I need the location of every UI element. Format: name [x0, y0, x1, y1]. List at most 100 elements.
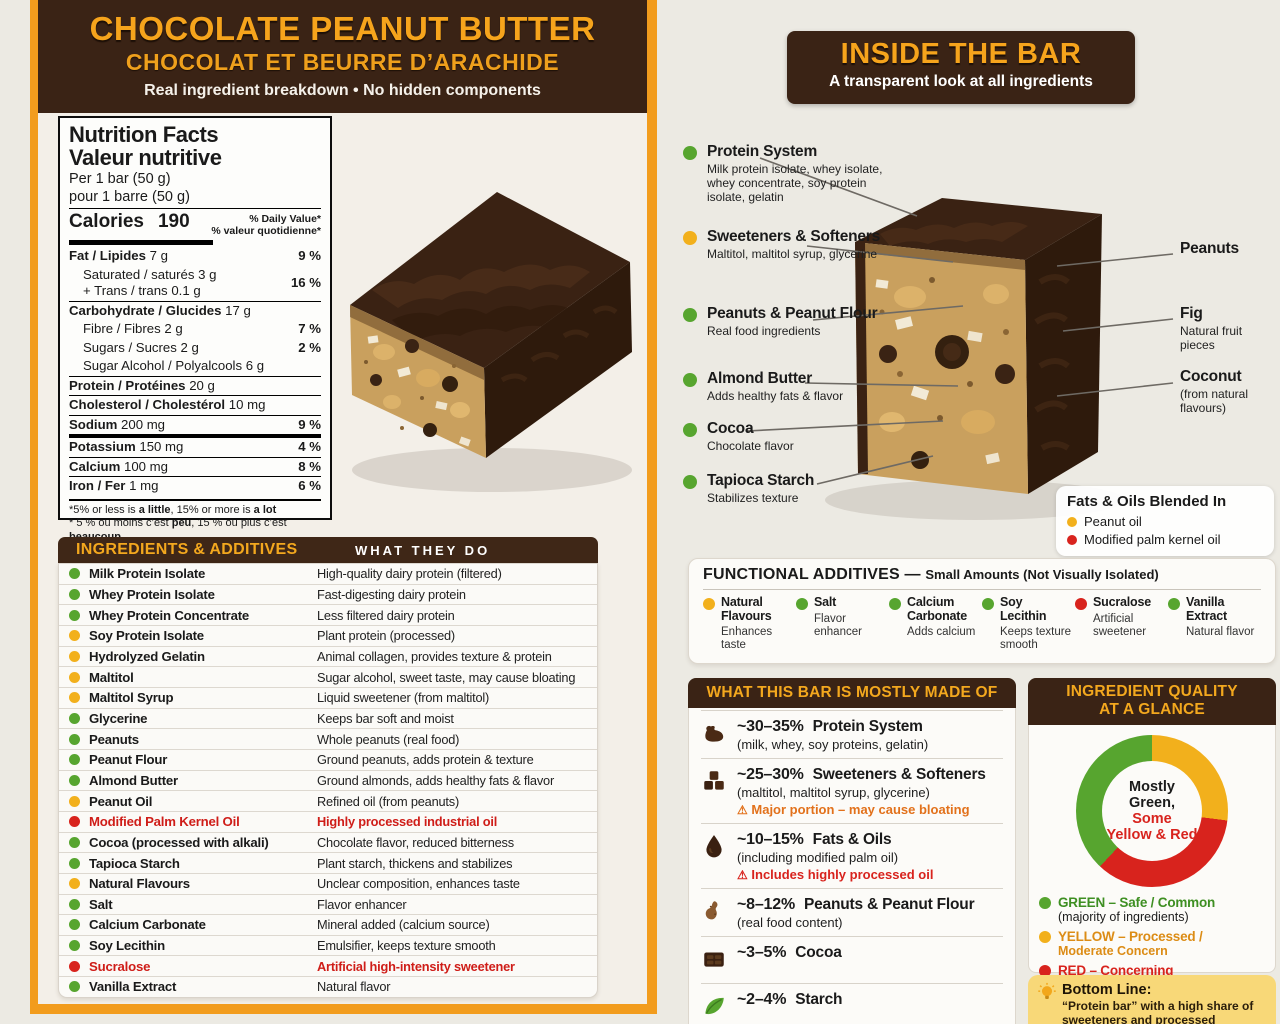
callout-description: Maltitol, maltitol syrup, glycerine [707, 247, 878, 261]
ingredient-description: Artificial high-intensity sweetener [317, 958, 515, 974]
nutrition-title-en: Nutrition Facts [69, 122, 219, 147]
callout-title: Fig [1180, 305, 1203, 322]
additive-description: Flavor enhancer [814, 613, 862, 638]
legend-dot [1039, 965, 1051, 977]
callout-description: (from natural flavours) [1180, 387, 1249, 415]
nutrient-label: Calcium 100 mg [69, 459, 168, 476]
ingredient-description: Liquid sweetener (from maltitol) [317, 690, 490, 706]
composition-percent: ~10–15% [737, 831, 804, 848]
nutrient-name: Iron / Fer [69, 478, 126, 493]
fats-oils-list: Peanut oil Modified palm kernel oil [1067, 513, 1263, 549]
oil-label: Peanut oil [1084, 514, 1142, 529]
composition-icon [701, 720, 731, 751]
nutrient-label: Fibre / Fibres 2 g [69, 321, 183, 338]
ingredient-description: Ground peanuts, adds protein & texture [317, 752, 534, 768]
ingredient-status-dot [69, 940, 80, 952]
nutrient-amount: 10 mg [228, 397, 266, 412]
additive-description: Enhances taste [721, 626, 773, 651]
daily-value-percent: 9 % [298, 416, 321, 432]
fats-oils-item: Modified palm kernel oil [1067, 531, 1263, 549]
ingredient-name: Tapioca Starch [89, 855, 180, 871]
callout-item: Peanuts [1180, 240, 1280, 257]
legend-item: YELLOW – Processed / Moderate Concern [1039, 929, 1265, 958]
callout-title: Protein System [707, 143, 818, 160]
ingredient-name: Whey Protein Isolate [89, 586, 215, 602]
composition-icon [701, 993, 731, 1024]
ingredient-status-dot [69, 836, 80, 848]
ingredient-description: Keeps bar soft and moist [317, 710, 454, 726]
nutrition-row: Protein / Protéines 20 g [69, 375, 321, 396]
daily-value-percent: 7 % [298, 321, 321, 336]
nutrient-amount: 100 mg [123, 458, 168, 474]
serving-size-en: Per 1 bar (50 g) [69, 171, 171, 187]
callout-description: Milk protein isolate, whey isolate, whey… [707, 162, 883, 204]
composition-list: ~30–35% Protein System (milk, whey, soy p… [688, 708, 1016, 1024]
callout-description: Adds healthy fats & flavor [707, 389, 844, 403]
nutrient-label: Sugar Alcohol / Polyalcools 6 g [69, 358, 264, 375]
nutrient-amount: 6 g [245, 358, 265, 373]
callout-title: Coconut [1180, 368, 1242, 385]
callout-item: Coconut (from natural flavours) [1180, 368, 1280, 415]
additive-item: Salt Flavor enhancer [796, 595, 889, 652]
ingredient-name: Soy Lecithin [89, 938, 166, 954]
callout-status-dot [683, 373, 697, 387]
additive-status-dot [889, 598, 901, 610]
nutrient-label: Iron / Fer 1 mg [69, 478, 158, 495]
callout-title: Peanuts [1180, 240, 1239, 257]
ingredient-row: Whey Protein Concentrate Less filtered d… [59, 604, 597, 625]
daily-value-percent: 6 % [298, 478, 321, 493]
oil-status-dot [1067, 535, 1077, 545]
nutrition-row: Iron / Fer 1 mg 6 % [69, 476, 321, 496]
inside-the-bar-title: INSIDE THE BAR [840, 38, 1082, 70]
additive-status-dot [796, 598, 808, 610]
product-title: CHOCOLATE PEANUT BUTTER [89, 10, 596, 47]
fats-oils-box: Fats & Oils Blended In Peanut oil Modifi… [1056, 486, 1274, 556]
additive-name: Natural Flavours [721, 595, 772, 623]
composition-detail: (milk, whey, soy proteins, gelatin) [737, 737, 929, 752]
ingredient-row: Maltitol Syrup Liquid sweetener (from ma… [59, 686, 597, 708]
donut-center-label: Mostly Green, Some Yellow & Red [1102, 761, 1202, 861]
ingredient-row: Whey Protein Isolate Fast-digesting dair… [59, 583, 597, 605]
composition-warning: ⚠ Major portion – may cause bloating [737, 802, 970, 817]
ingredient-description: Whole peanuts (real food) [317, 731, 460, 747]
ingredient-row: Peanut Flour Ground peanuts, adds protei… [59, 748, 597, 770]
additive-item: Sucralose Artificial sweetener [1075, 595, 1168, 652]
additive-status-dot [1168, 598, 1180, 610]
ingredient-status-dot [69, 981, 80, 993]
ingredient-description: Refined oil (from peanuts) [317, 793, 460, 809]
calories-underline [69, 240, 213, 245]
ingredient-description: Plant starch, thickens and stabilizes [317, 855, 513, 871]
composition-percent: ~8–12% [737, 896, 795, 913]
nutrition-rows: Fat / Lipides 7 g 9 % Saturated / saturé… [69, 247, 321, 496]
callout-status-dot [683, 231, 697, 245]
nutrient-name: Protein / Protéines [69, 377, 186, 393]
ingredient-row: Peanuts Whole peanuts (real food) [59, 728, 597, 749]
additive-item: Calcium Carbonate Adds calcium [889, 595, 982, 652]
composition-name: Sweeteners & Softeners [812, 766, 986, 783]
ingredient-status-dot [69, 857, 80, 869]
ingredient-row: Soy Protein Isolate Plant protein (proce… [59, 624, 597, 646]
composition-row: ~8–12% Peanuts & Peanut Flour (real food … [701, 888, 1003, 936]
daily-value-percent: 16 % [290, 274, 321, 290]
ingredient-description: Ground almonds, adds healthy fats & flav… [317, 772, 555, 788]
daily-value-percent: 9 % [298, 248, 321, 263]
bar-photo [350, 192, 632, 492]
functional-additives-panel: FUNCTIONAL ADDITIVES — Small Amounts (No… [688, 558, 1276, 664]
ingredient-name: Almond Butter [89, 772, 178, 788]
nutrition-row: Potassium 150 mg 4 % [69, 434, 321, 457]
additive-status-dot [982, 598, 994, 610]
ingredients-table: Milk Protein Isolate High-quality dairy … [58, 563, 598, 998]
quality-body: Mostly Green, Some Yellow & Red GREEN – … [1028, 725, 1276, 992]
bar-cross-section-photo [825, 198, 1125, 520]
composition-name: Protein System [812, 718, 923, 735]
calories-row: Calories 190 % Daily Value* % valeur quo… [69, 211, 321, 237]
ingredient-name: Whey Protein Concentrate [89, 607, 250, 623]
nutrient-name: Calcium [69, 458, 121, 474]
serving-size-fr: pour 1 barre (50 g) [69, 189, 190, 205]
ingredient-description: Less filtered dairy protein [317, 607, 455, 623]
nutrition-row: Fibre / Fibres 2 g 7 % [69, 320, 321, 339]
additive-description: Keeps texture smooth [1000, 626, 1071, 651]
ingredient-row: Tapioca Starch Plant starch, thickens an… [59, 852, 597, 873]
ingredient-status-dot [69, 733, 80, 745]
daily-value-percent: 4 % [298, 439, 321, 454]
